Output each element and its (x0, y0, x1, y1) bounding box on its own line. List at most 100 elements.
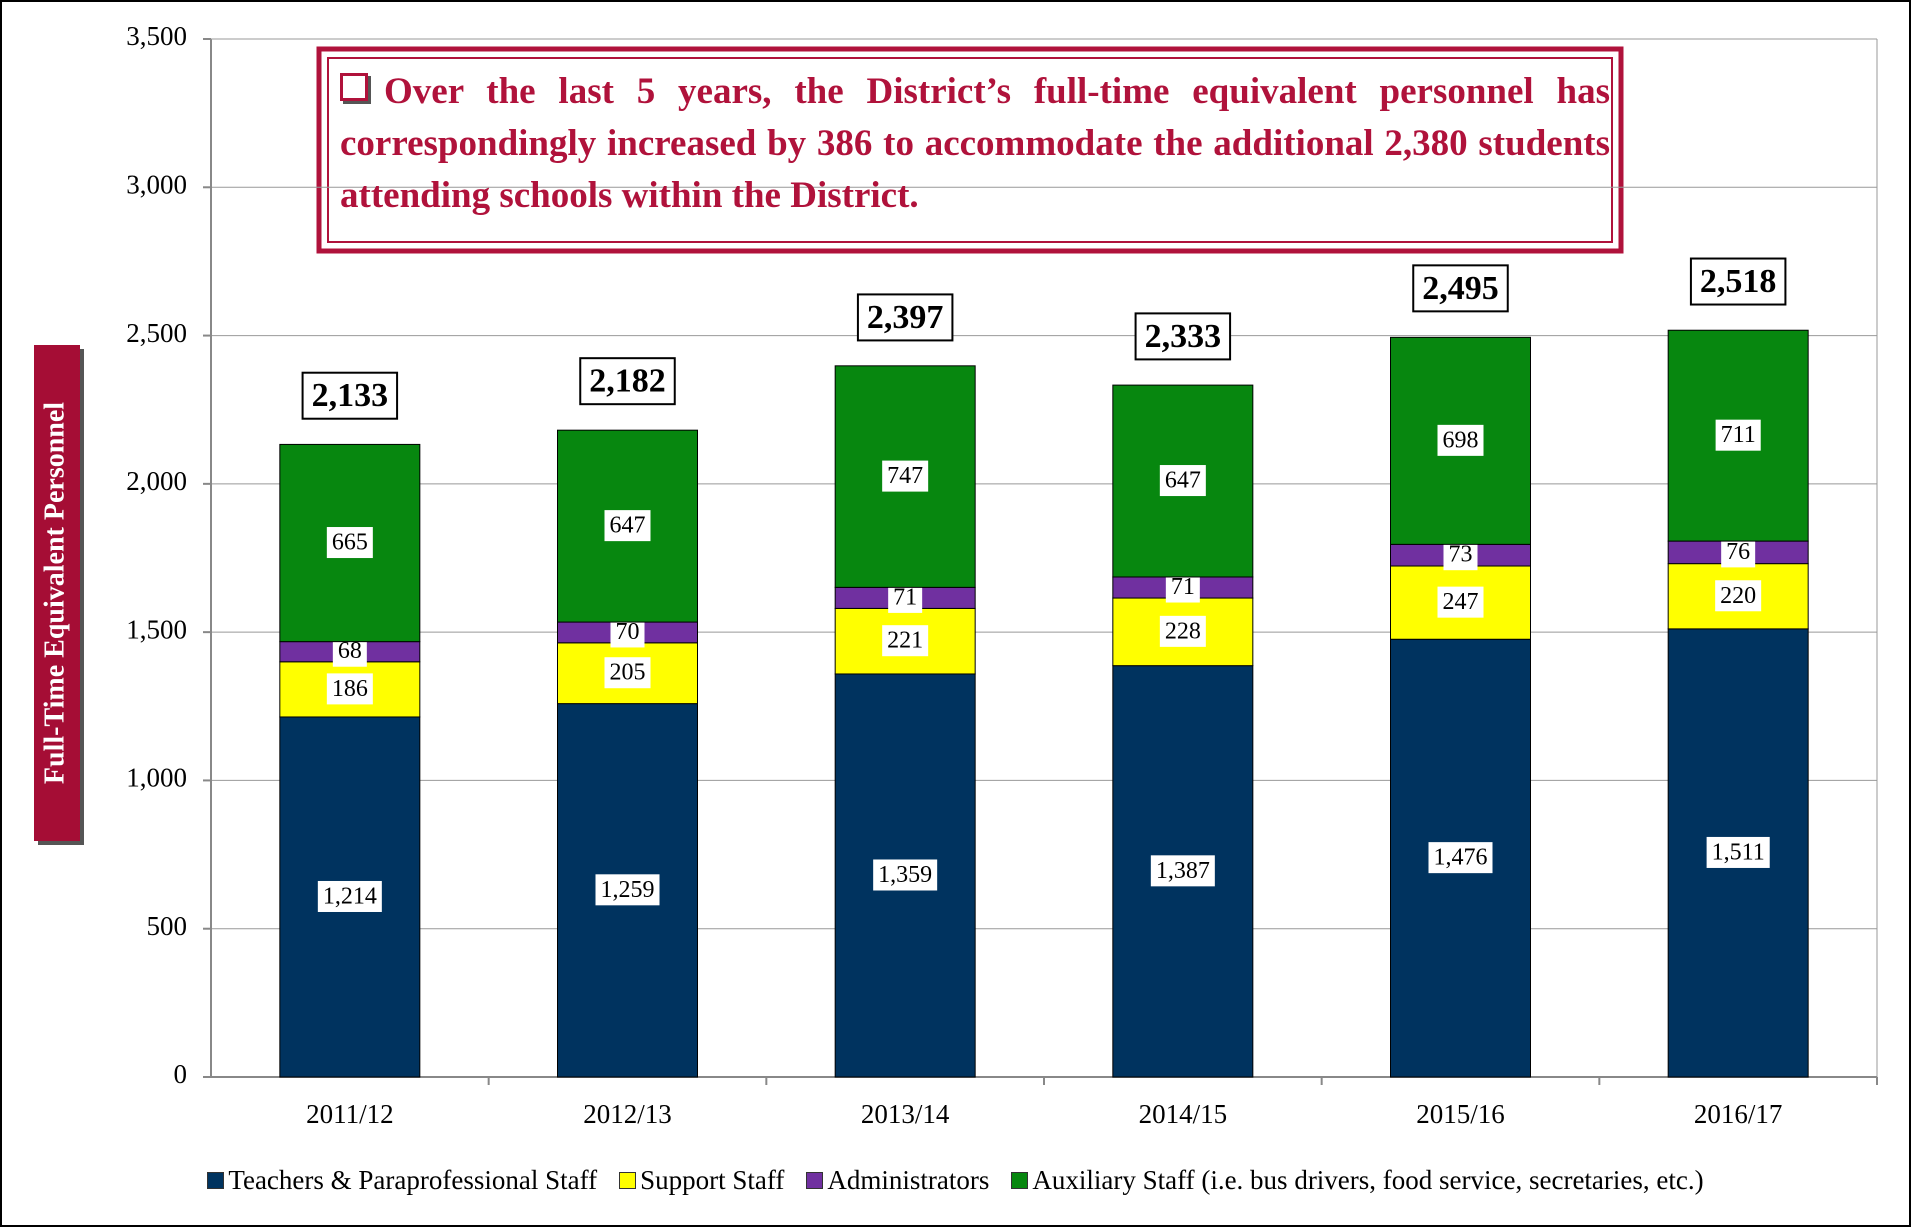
segment-label: 71 (1171, 574, 1195, 600)
segment-label-box (1715, 419, 1761, 451)
segment-label-box-group: 1,359 (873, 859, 938, 891)
segment-label-box (873, 859, 938, 891)
segment-label-box (1159, 465, 1206, 497)
annotation-frame-inner (327, 57, 1613, 243)
segment-label-box-group: 220 (1715, 580, 1762, 612)
segment-label: 73 (1449, 542, 1473, 568)
y-tick-label: 3,500 (126, 21, 187, 51)
total-label: 2,182 (589, 363, 666, 400)
segment-label: 71 (893, 584, 917, 610)
segment-label-box-group: 186 (326, 673, 373, 705)
y-tick-label: 2,000 (126, 466, 187, 496)
segment-label-box (1150, 855, 1215, 887)
legend: Teachers & Paraprofessional Staff Support… (0, 1165, 1911, 1196)
y-tick-label: 1,500 (126, 614, 187, 644)
segment-label-box-group: 228 (1159, 615, 1206, 647)
y-axis-label: Full-Time Equivalent Personnel (39, 402, 70, 784)
segment-label-box-group: 698 (1437, 424, 1484, 456)
segment-label: 221 (887, 628, 923, 654)
total-label-box-group: 2,182 (579, 357, 676, 406)
segment-label-box-group: 747 (882, 460, 929, 492)
total-label-box (1412, 264, 1509, 313)
legend-item: Auxiliary Staff (i.e. bus drivers, food … (1011, 1165, 1704, 1196)
segment-label-box-group: 665 (326, 527, 373, 559)
segment-label-box-group: 205 (604, 657, 651, 689)
y-tick-label: 500 (147, 911, 188, 941)
legend-item: Support Staff (619, 1165, 784, 1196)
segment-label: 70 (616, 619, 640, 645)
segment-label-box (326, 673, 373, 705)
legend-label: Support Staff (640, 1165, 785, 1195)
checkbox-icon (340, 73, 368, 101)
x-tick-label: 2012/13 (583, 1099, 672, 1129)
segment-label-box-group: 247 (1437, 586, 1484, 618)
legend-swatch (207, 1172, 225, 1189)
segment-label-box (1715, 580, 1762, 612)
segment-label: 1,476 (1434, 845, 1488, 871)
total-label-box-group: 2,333 (1134, 312, 1232, 361)
segment-label-box (882, 460, 929, 492)
segment-label-box (1706, 836, 1770, 868)
segment-label: 1,259 (601, 877, 655, 903)
segment-label-box-group: 711 (1715, 419, 1761, 451)
segment-label-box (604, 657, 651, 689)
segment-label: 247 (1443, 589, 1479, 615)
y-tick-label: 3,000 (126, 169, 187, 199)
segment-label: 647 (1165, 468, 1201, 494)
segment-label-box-group: 1,214 (317, 880, 382, 912)
x-tick-label: 2015/16 (1416, 1099, 1505, 1129)
segment-label-box-group: 647 (604, 510, 651, 542)
x-tick-label: 2014/15 (1139, 1099, 1228, 1129)
legend-swatch (806, 1172, 824, 1189)
total-label-box-group: 2,518 (1689, 257, 1787, 306)
segment-label-box (317, 880, 382, 912)
segment-label-box-group: 221 (882, 625, 929, 657)
segment-label: 1,511 (1712, 839, 1765, 865)
segment-label: 1,387 (1156, 858, 1210, 884)
segment-label-box-group: 76 (1721, 536, 1756, 568)
total-label-box (579, 357, 676, 406)
total-label-box (1689, 257, 1787, 306)
segment-label: 186 (332, 676, 368, 702)
total-label: 2,397 (867, 299, 944, 336)
total-label: 2,495 (1422, 270, 1499, 307)
segment-label-box-group: 647 (1159, 465, 1206, 497)
segment-label-box-group: 1,476 (1428, 842, 1493, 874)
segment-label-box (1437, 586, 1484, 618)
segment-label: 665 (332, 530, 368, 556)
segment-label-box (882, 625, 929, 657)
annotation-frame (316, 46, 1624, 254)
legend-label: Auxiliary Staff (i.e. bus drivers, food … (1032, 1165, 1704, 1195)
segment-label: 1,214 (323, 883, 377, 909)
segment-label: 76 (1726, 539, 1750, 565)
legend-item: Teachers & Paraprofessional Staff (207, 1165, 597, 1196)
total-label-box-group: 2,133 (301, 371, 399, 420)
segment-label-box (1437, 424, 1484, 456)
segment-label: 220 (1720, 583, 1756, 609)
segment-label-box (595, 874, 660, 906)
segment-label-box (1428, 842, 1493, 874)
total-label-box (301, 371, 399, 420)
segment-label: 68 (338, 638, 362, 664)
annotation: Over the last 5 years, the District’s fu… (340, 66, 1610, 222)
segment-label-box-group: 1,387 (1150, 855, 1215, 887)
segment-label: 698 (1443, 427, 1479, 453)
segment-label-box-group: 1,511 (1706, 836, 1770, 868)
total-label: 2,333 (1145, 318, 1222, 355)
legend-item: Administrators (806, 1165, 989, 1196)
total-label: 2,133 (312, 377, 389, 414)
segment-label: 747 (887, 463, 923, 489)
y-tick-label: 0 (174, 1059, 188, 1089)
ylabel-box (34, 345, 80, 841)
total-label-box (1134, 312, 1232, 361)
x-tick-label: 2013/14 (861, 1099, 950, 1129)
segment-label: 1,359 (878, 862, 932, 888)
legend-label: Teachers & Paraprofessional Staff (228, 1165, 598, 1195)
segment-label: 647 (610, 513, 646, 539)
y-tick-label: 1,000 (126, 763, 187, 793)
bar-segment (1112, 597, 1254, 667)
segment-label: 205 (610, 660, 646, 686)
legend-label: Administrators (827, 1165, 990, 1195)
